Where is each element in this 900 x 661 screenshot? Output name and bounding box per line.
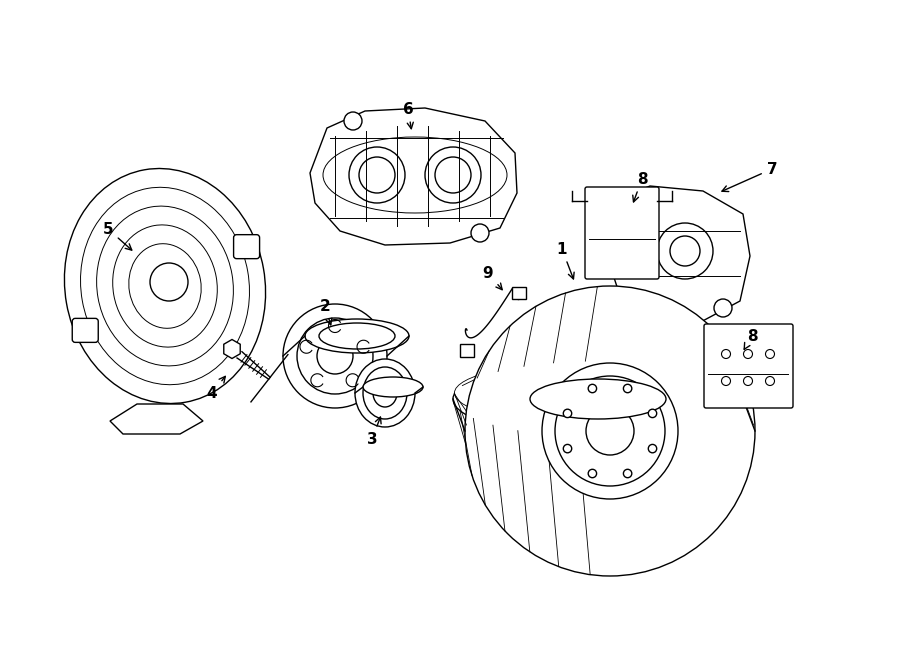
Circle shape (563, 444, 572, 453)
Circle shape (563, 409, 572, 418)
Ellipse shape (65, 169, 266, 403)
Circle shape (722, 377, 731, 385)
Circle shape (648, 409, 657, 418)
Circle shape (743, 377, 752, 385)
Circle shape (624, 469, 632, 478)
Circle shape (624, 384, 632, 393)
Ellipse shape (542, 363, 678, 499)
Circle shape (359, 157, 395, 193)
Circle shape (283, 304, 387, 408)
Text: 8: 8 (633, 171, 647, 202)
Circle shape (631, 197, 649, 215)
Circle shape (425, 147, 481, 203)
Circle shape (722, 350, 731, 358)
Text: 2: 2 (320, 299, 332, 325)
Circle shape (471, 224, 489, 242)
Circle shape (714, 299, 732, 317)
Circle shape (766, 350, 775, 358)
Text: 9: 9 (482, 266, 502, 290)
FancyBboxPatch shape (234, 235, 259, 258)
Circle shape (435, 157, 471, 193)
Text: 7: 7 (722, 161, 778, 192)
Ellipse shape (363, 377, 423, 397)
Ellipse shape (305, 319, 409, 353)
Circle shape (344, 112, 362, 130)
Bar (512, 287, 526, 299)
Ellipse shape (355, 359, 415, 427)
Ellipse shape (453, 361, 743, 437)
Polygon shape (310, 108, 517, 245)
Bar (460, 344, 474, 357)
Text: 1: 1 (557, 241, 574, 279)
Text: 5: 5 (103, 221, 131, 250)
Circle shape (648, 444, 657, 453)
Ellipse shape (555, 376, 665, 486)
Ellipse shape (454, 361, 742, 425)
Circle shape (349, 147, 405, 203)
Ellipse shape (319, 323, 395, 349)
Ellipse shape (586, 407, 634, 455)
Ellipse shape (373, 379, 397, 407)
Circle shape (589, 384, 597, 393)
Ellipse shape (363, 367, 407, 419)
FancyBboxPatch shape (585, 187, 659, 279)
Circle shape (670, 236, 700, 266)
Ellipse shape (530, 379, 666, 419)
Circle shape (743, 350, 752, 358)
Polygon shape (607, 186, 750, 324)
Polygon shape (224, 340, 240, 358)
Circle shape (317, 338, 353, 374)
FancyBboxPatch shape (704, 324, 793, 408)
Polygon shape (110, 404, 203, 434)
Ellipse shape (465, 286, 755, 576)
Circle shape (589, 469, 597, 478)
Text: 8: 8 (744, 329, 757, 350)
FancyBboxPatch shape (72, 319, 98, 342)
Text: 3: 3 (366, 417, 381, 446)
Circle shape (297, 318, 373, 394)
Circle shape (657, 223, 713, 279)
Text: 4: 4 (207, 376, 225, 401)
Text: 6: 6 (402, 102, 413, 129)
Circle shape (766, 377, 775, 385)
Circle shape (150, 263, 188, 301)
